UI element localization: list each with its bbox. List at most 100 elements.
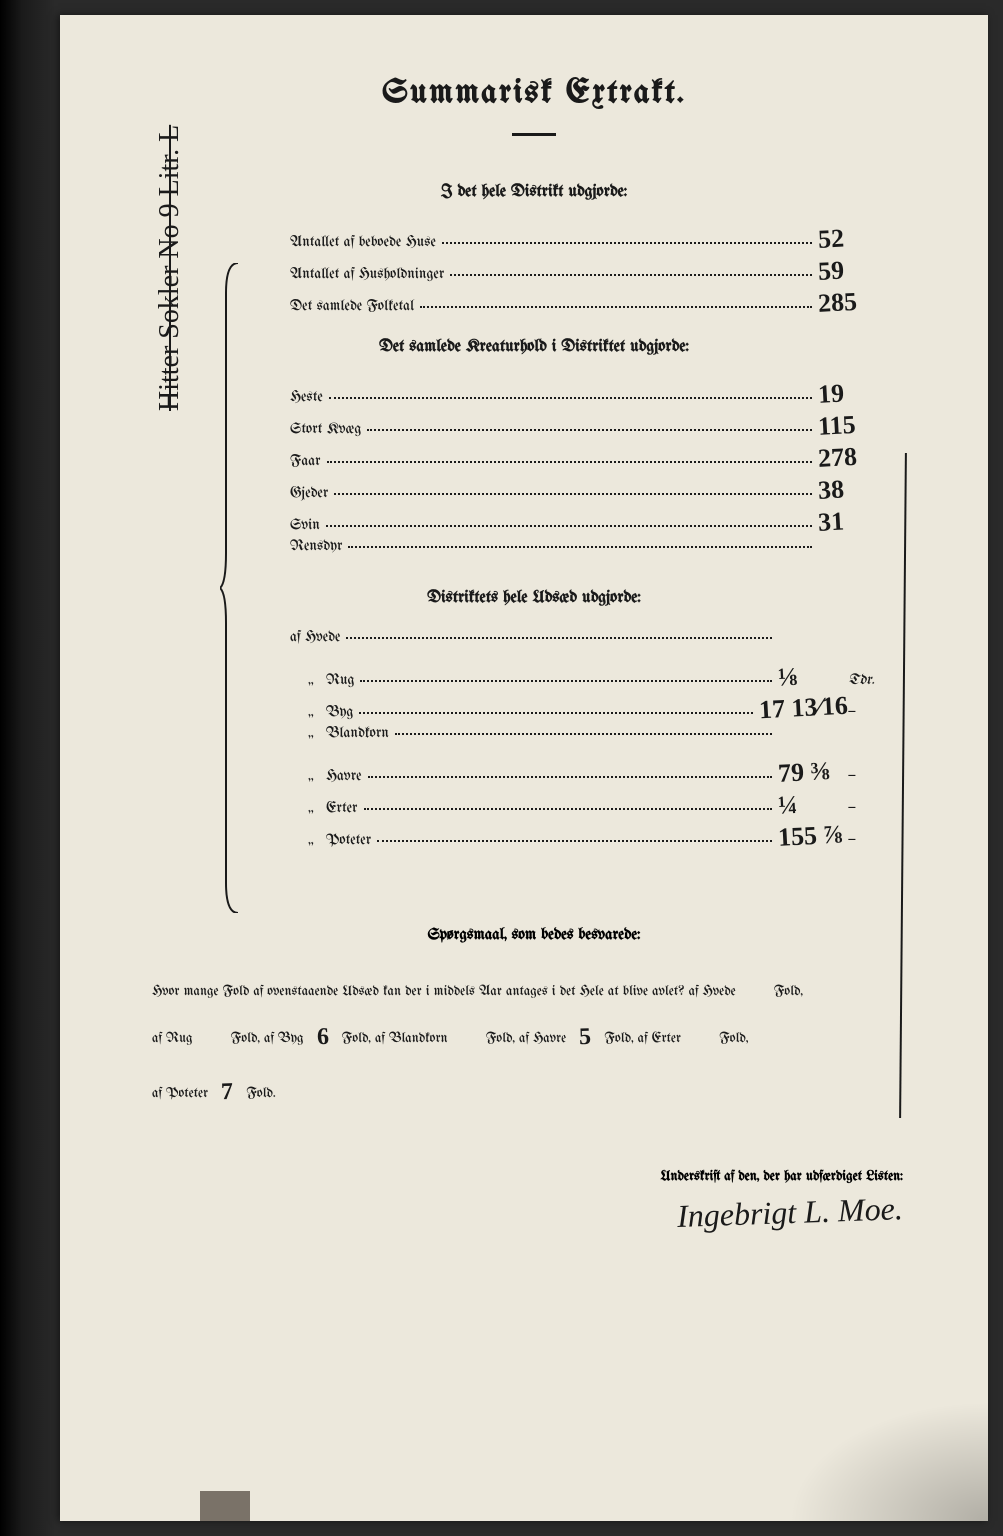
leader-dots — [359, 712, 753, 714]
row-value: 19 — [817, 376, 888, 410]
row-value — [818, 548, 888, 552]
q-text: Hvor mange Fold af ovenstaaende Udsæd ka… — [152, 984, 736, 999]
data-row: „Havre 79 ⅜ — — [290, 757, 888, 783]
questions-section: Spørgsmaal, som bedes besvarede: Hvor ma… — [110, 927, 958, 1119]
section1-heading: I det hele Distrikt udgjorde: — [110, 184, 958, 201]
leader-dots — [326, 525, 812, 527]
q-text: af Poteter — [152, 1086, 208, 1101]
page-tab — [200, 1491, 250, 1521]
data-row: af Hvede — [290, 629, 888, 655]
signature-label: Underskrift af den, der har udfærdiget L… — [110, 1169, 903, 1184]
document-page: Summarisk Extrakt. Hitter Sokler No 9 Li… — [60, 15, 988, 1521]
row-value: 52 — [817, 221, 888, 255]
row-label: Stort Kvæg — [290, 421, 361, 437]
q-blank — [740, 996, 770, 997]
data-row: „Blandkorn — [290, 725, 888, 751]
row-label: Svin — [290, 517, 320, 533]
q-value: 5 — [569, 1010, 601, 1066]
q-value: 7 — [211, 1065, 243, 1121]
row-label: Det samlede Folketal — [290, 298, 414, 314]
data-row: „Byg 17 13⁄16 — — [290, 693, 888, 719]
row-value — [778, 735, 848, 739]
row-label: Rensdyr — [290, 538, 342, 554]
row-label: „Byg — [290, 704, 353, 720]
row-value: 31 — [817, 504, 888, 538]
row-unit: — — [848, 800, 888, 816]
row-label: Gjeder — [290, 485, 328, 501]
margin-annotation: Hitter Sokler No 9 Litr. L — [154, 125, 186, 411]
signature-section: Underskrift af den, der har udfærdiget L… — [110, 1169, 958, 1241]
leader-dots — [395, 733, 772, 735]
row-unit: — — [848, 768, 888, 784]
scan-frame: Summarisk Extrakt. Hitter Sokler No 9 Li… — [0, 0, 1003, 1536]
row-value: 79 ⅜ — [777, 755, 848, 789]
q-value — [685, 1044, 715, 1045]
row-label-text: Poteter — [326, 832, 371, 848]
shadow-corner — [788, 1401, 988, 1521]
row-label: „Havre — [290, 768, 362, 784]
signature-name: Ingebrigt L. Moe. — [110, 1190, 904, 1255]
questions-heading: Spørgsmaal, som bedes besvarede: — [152, 927, 916, 944]
row-label-text: Rug — [326, 672, 354, 688]
page-title: Summarisk Extrakt. — [110, 75, 958, 111]
data-row: Rensdyr — [290, 538, 888, 564]
title-underline — [512, 133, 556, 136]
leader-dots — [327, 461, 812, 463]
leader-dots — [377, 840, 772, 842]
question-line-3: af Poteter 7 Fold. — [152, 1063, 916, 1118]
data-row: Stort Kvæg 115 — [290, 410, 888, 436]
q-value — [452, 1044, 482, 1045]
q-text: Fold, af Byg — [231, 1031, 304, 1046]
question-line-2: af Rug Fold, af Byg 6 Fold, af Blandkorn… — [152, 1008, 916, 1063]
data-row: „Poteter 155 ⅞ — — [290, 821, 888, 847]
leader-dots — [329, 397, 812, 399]
data-row: Det samlede Folketal 285 — [290, 287, 888, 313]
data-row: „Erter ¼ — — [290, 789, 888, 815]
row-label-text: Blandkorn — [326, 725, 389, 741]
q-text: Fold, — [719, 1031, 748, 1046]
data-row: Svin 31 — [290, 506, 888, 532]
row-value: 59 — [817, 253, 888, 287]
leader-dots — [367, 429, 812, 431]
section3-block: af Hvede „Rug ⅛ Tdr. „Byg 17 13⁄16 — „Bl… — [290, 629, 888, 847]
row-unit: Tdr. — [848, 672, 888, 688]
leader-dots — [420, 306, 812, 308]
data-row: Antallet af beboede Huse 52 — [290, 223, 888, 249]
q-value — [197, 1044, 227, 1045]
row-value: 115 — [817, 408, 888, 442]
section1-block: Antallet af beboede Huse 52 Antallet af … — [290, 223, 888, 313]
row-value: 38 — [817, 472, 888, 506]
row-label: „Blandkorn — [290, 725, 389, 741]
q-text: Fold, af Havre — [486, 1031, 566, 1046]
q-text: Fold, af Erter — [604, 1031, 681, 1046]
data-row: Faar 278 — [290, 442, 888, 468]
row-value — [778, 639, 848, 643]
leader-dots — [360, 680, 772, 682]
section2-block: Heste 19 Stort Kvæg 115 Faar 278 Gjeder … — [290, 378, 888, 564]
q-value: 6 — [307, 1010, 339, 1066]
leader-dots — [346, 637, 772, 639]
q-text: Fold. — [246, 1086, 275, 1101]
row-label: Antallet af Husholdninger — [290, 266, 444, 282]
row-unit: — — [848, 704, 888, 720]
q-text: Fold, — [774, 984, 803, 999]
row-label: Faar — [290, 453, 321, 469]
q-text: Fold, af Blandkorn — [342, 1031, 448, 1046]
data-row: Antallet af Husholdninger 59 — [290, 255, 888, 281]
data-row: Heste 19 — [290, 378, 888, 404]
row-label: „Erter — [290, 800, 358, 816]
data-row: „Rug ⅛ Tdr. — [290, 661, 888, 687]
leader-dots — [364, 808, 773, 810]
data-row: Gjeder 38 — [290, 474, 888, 500]
row-value: 278 — [817, 440, 888, 474]
leader-dots — [450, 274, 812, 276]
row-unit: — — [848, 832, 888, 848]
row-label: Antallet af beboede Huse — [290, 234, 436, 250]
leader-dots — [368, 776, 772, 778]
row-label: af Hvede — [290, 629, 340, 645]
row-value: ¼ — [777, 787, 848, 821]
row-value: 285 — [817, 285, 888, 319]
row-label: „Poteter — [290, 832, 371, 848]
row-value: ⅛ — [777, 659, 848, 693]
leader-dots — [442, 242, 812, 244]
